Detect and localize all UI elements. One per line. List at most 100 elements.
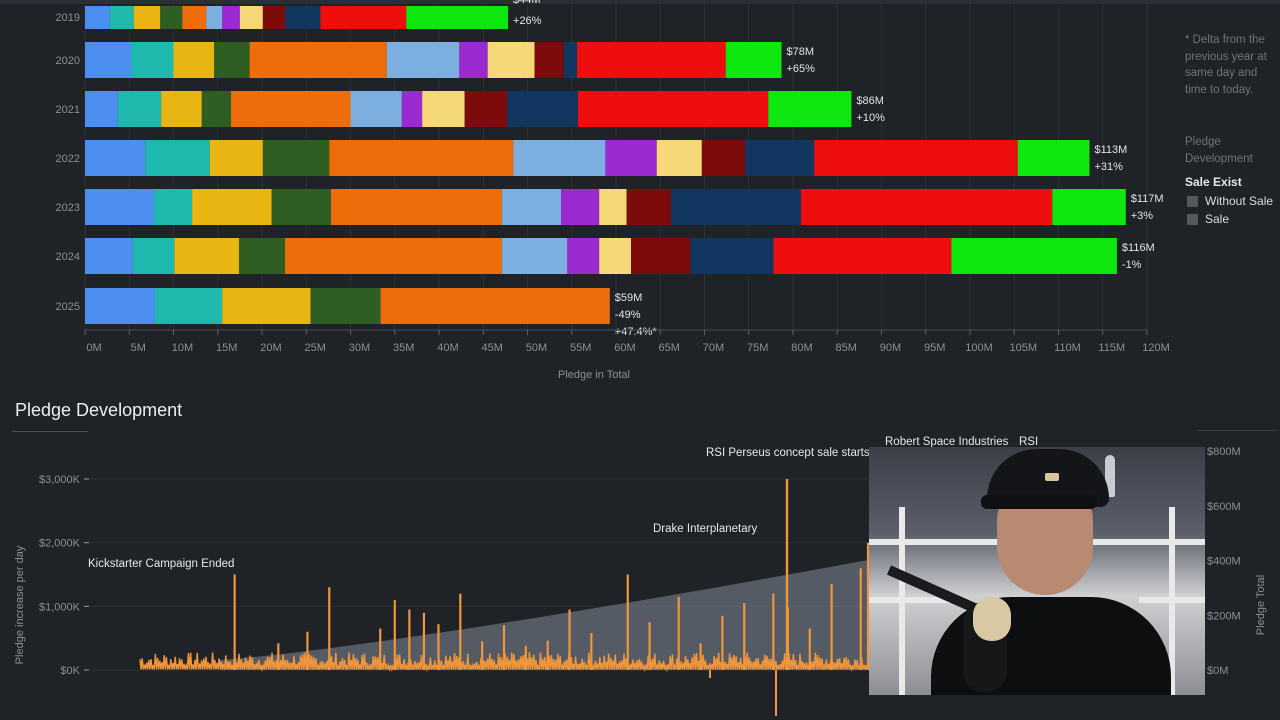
microphone-foam: [973, 597, 1011, 641]
bar-segment: [161, 91, 202, 127]
legend-dim-title: Pledge Development: [1185, 136, 1253, 165]
bar-segment: [222, 288, 311, 324]
webcam-overlay: [869, 447, 1205, 695]
bar-segment: [656, 140, 702, 176]
x-tick-label: 65M: [659, 342, 680, 354]
year-label: 2025: [56, 301, 80, 313]
y-tick-label: $2,000K: [39, 538, 81, 550]
delta-footnote: * Delta from the previous year at same d…: [1185, 34, 1267, 96]
bar-segment: [401, 91, 423, 127]
event-annotation: Drake Interplanetary: [653, 523, 757, 535]
bar-extra-label: +47.4%*: [615, 326, 658, 338]
bar-segment: [800, 189, 1053, 225]
y-tick-label: $1,000K: [39, 601, 81, 613]
bar-segment: [350, 91, 402, 127]
bar-segment: [117, 91, 162, 127]
rocket-figure: [1105, 455, 1115, 497]
bar-segment: [85, 140, 146, 176]
x-tick-label: 70M: [703, 342, 724, 354]
bar-segment: [310, 288, 381, 324]
x-tick-label: 40M: [437, 342, 458, 354]
bar-segment: [745, 140, 815, 176]
x-tick-label: 90M: [880, 342, 901, 354]
top-edge: [0, 0, 1280, 4]
bar-segment: [285, 6, 321, 29]
legend-item-without-sale[interactable]: Without Sale: [1187, 194, 1273, 208]
x-tick-label: 30M: [349, 342, 370, 354]
bar-segment: [262, 6, 286, 29]
bar-segment: [605, 140, 657, 176]
year-label: 2019: [56, 12, 80, 24]
y2-tick-label: $0M: [1207, 665, 1228, 677]
y2-axis-title: Pledge Total: [1255, 575, 1267, 635]
bar-segment: [725, 42, 782, 78]
x-tick-label: 50M: [526, 342, 547, 354]
bar-segment: [386, 42, 460, 78]
cap-logo: [1045, 473, 1059, 481]
bar-segment: [487, 42, 535, 78]
bar-segment: [133, 6, 161, 29]
bar-segment: [173, 42, 215, 78]
cap-brim: [981, 495, 1097, 509]
x-tick-label: 35M: [393, 342, 414, 354]
bar-segment: [331, 189, 502, 225]
bar-segment: [507, 91, 578, 127]
bar-segment: [631, 238, 691, 274]
bar-segment: [238, 238, 286, 274]
bar-segment: [174, 238, 239, 274]
bar-segment: [85, 91, 118, 127]
x-tick-label: 25M: [305, 342, 326, 354]
x-tick-label: 80M: [791, 342, 812, 354]
x-tick-label: 85M: [836, 342, 857, 354]
legend-label: Without Sale: [1205, 194, 1274, 208]
bar-delta-label: +10%: [856, 112, 885, 124]
y2-tick-label: $200M: [1207, 610, 1241, 622]
legend-item-sale[interactable]: Sale: [1187, 212, 1229, 226]
event-annotation: RSI Perseus concept sale starts: [706, 447, 870, 459]
bar-segment: [145, 140, 210, 176]
x-tick-label: 115M: [1098, 342, 1125, 354]
bar-segment: [814, 140, 1018, 176]
bar-segment: [563, 42, 578, 78]
bar-segment: [209, 140, 263, 176]
bar-segment: [1017, 140, 1090, 176]
bar-segment: [422, 91, 465, 127]
x-tick-label: 60M: [614, 342, 635, 354]
bar-segment: [459, 42, 488, 78]
bar-total-label: $59M: [615, 292, 643, 304]
legend-swatch-icon: [1187, 213, 1198, 225]
bar-segment: [109, 6, 134, 29]
x-tick-label: 75M: [747, 342, 768, 354]
x-tick-label: 120M: [1142, 342, 1170, 354]
bar-delta-label: +26%: [513, 15, 542, 27]
bar-segment: [285, 238, 502, 274]
bar-segment: [154, 189, 193, 225]
legend-swatch-icon: [1187, 195, 1198, 207]
bar-segment: [567, 238, 600, 274]
bar-segment: [271, 189, 332, 225]
x-tick-label: 105M: [1009, 342, 1037, 354]
event-annotation: Robert Space Industries: [885, 436, 1009, 448]
bar-segment: [131, 42, 174, 78]
bar-segment: [501, 238, 568, 274]
legend-title: Sale Exist: [1185, 175, 1242, 189]
bar-segment: [380, 288, 610, 324]
y-tick-label: $0K: [60, 665, 80, 677]
bar-segment: [239, 6, 263, 29]
bar-segment: [599, 189, 627, 225]
bar-segment: [182, 6, 207, 29]
year-label: 2021: [56, 104, 80, 116]
bar-segment: [192, 189, 272, 225]
bar-segment: [577, 42, 726, 78]
bar-delta-label: +65%: [786, 63, 815, 75]
bar-segment: [206, 6, 223, 29]
x-axis-title: Pledge in Total: [558, 369, 630, 381]
bar-delta-label: -49%: [615, 309, 641, 321]
bar-segment: [561, 189, 600, 225]
bar-segment: [85, 189, 155, 225]
bar-segment: [1052, 189, 1126, 225]
bar-segment: [406, 6, 509, 29]
bar-segment: [85, 238, 133, 274]
bar-segment: [773, 238, 952, 274]
section-underline: [12, 431, 88, 432]
